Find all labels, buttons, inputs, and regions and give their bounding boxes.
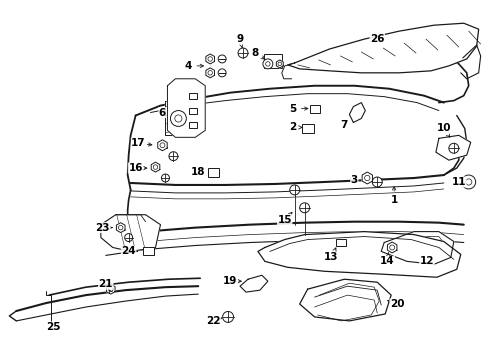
Polygon shape: [167, 79, 205, 137]
Polygon shape: [151, 162, 160, 172]
Circle shape: [299, 203, 309, 213]
Polygon shape: [287, 23, 478, 73]
Circle shape: [371, 177, 382, 187]
Polygon shape: [276, 60, 283, 68]
Polygon shape: [299, 279, 390, 321]
Circle shape: [461, 175, 475, 189]
Text: 8: 8: [251, 48, 258, 58]
Bar: [309, 105, 319, 113]
Text: 13: 13: [324, 252, 338, 262]
Bar: [336, 239, 346, 247]
Bar: [207, 168, 218, 176]
Text: 6: 6: [159, 108, 166, 117]
Polygon shape: [205, 68, 214, 78]
Text: 15: 15: [277, 215, 291, 225]
Text: 20: 20: [389, 299, 404, 309]
Text: 24: 24: [121, 247, 136, 256]
Text: 5: 5: [288, 104, 296, 113]
Text: 7: 7: [340, 121, 347, 130]
Polygon shape: [116, 223, 125, 233]
Text: 4: 4: [184, 61, 192, 71]
Polygon shape: [435, 135, 470, 160]
Circle shape: [222, 311, 233, 323]
Text: 21: 21: [99, 279, 113, 289]
Circle shape: [170, 111, 186, 126]
Circle shape: [263, 59, 272, 69]
Polygon shape: [101, 215, 160, 251]
Polygon shape: [349, 103, 365, 122]
Bar: [264, 54, 281, 68]
Polygon shape: [205, 54, 214, 64]
Polygon shape: [381, 231, 453, 264]
Circle shape: [168, 152, 178, 161]
Text: 11: 11: [450, 177, 465, 187]
Circle shape: [161, 174, 169, 182]
Polygon shape: [158, 140, 167, 151]
Text: 3: 3: [350, 175, 357, 185]
Circle shape: [124, 234, 132, 242]
Polygon shape: [386, 242, 396, 253]
Polygon shape: [240, 275, 267, 292]
Text: 1: 1: [390, 195, 397, 205]
Text: 22: 22: [205, 316, 220, 326]
Text: 16: 16: [128, 163, 142, 173]
Text: 19: 19: [223, 276, 237, 286]
Bar: [301, 124, 313, 133]
Text: 2: 2: [288, 122, 296, 132]
Polygon shape: [257, 231, 460, 277]
Bar: [189, 122, 197, 129]
Polygon shape: [106, 284, 115, 294]
Bar: [189, 93, 197, 99]
Circle shape: [238, 48, 247, 58]
Text: 17: 17: [131, 138, 145, 148]
Polygon shape: [362, 172, 372, 184]
Text: 12: 12: [419, 256, 433, 266]
Circle shape: [218, 55, 225, 63]
Text: 23: 23: [95, 222, 110, 233]
Text: 18: 18: [191, 167, 205, 177]
Polygon shape: [165, 100, 185, 135]
Circle shape: [218, 69, 225, 77]
Bar: [189, 108, 197, 113]
Bar: [143, 247, 154, 255]
Text: 14: 14: [379, 256, 394, 266]
Text: 10: 10: [436, 123, 450, 134]
Circle shape: [448, 143, 458, 153]
Text: 25: 25: [46, 322, 60, 332]
Text: 9: 9: [236, 34, 243, 44]
Text: 26: 26: [369, 34, 384, 44]
Circle shape: [289, 185, 299, 195]
